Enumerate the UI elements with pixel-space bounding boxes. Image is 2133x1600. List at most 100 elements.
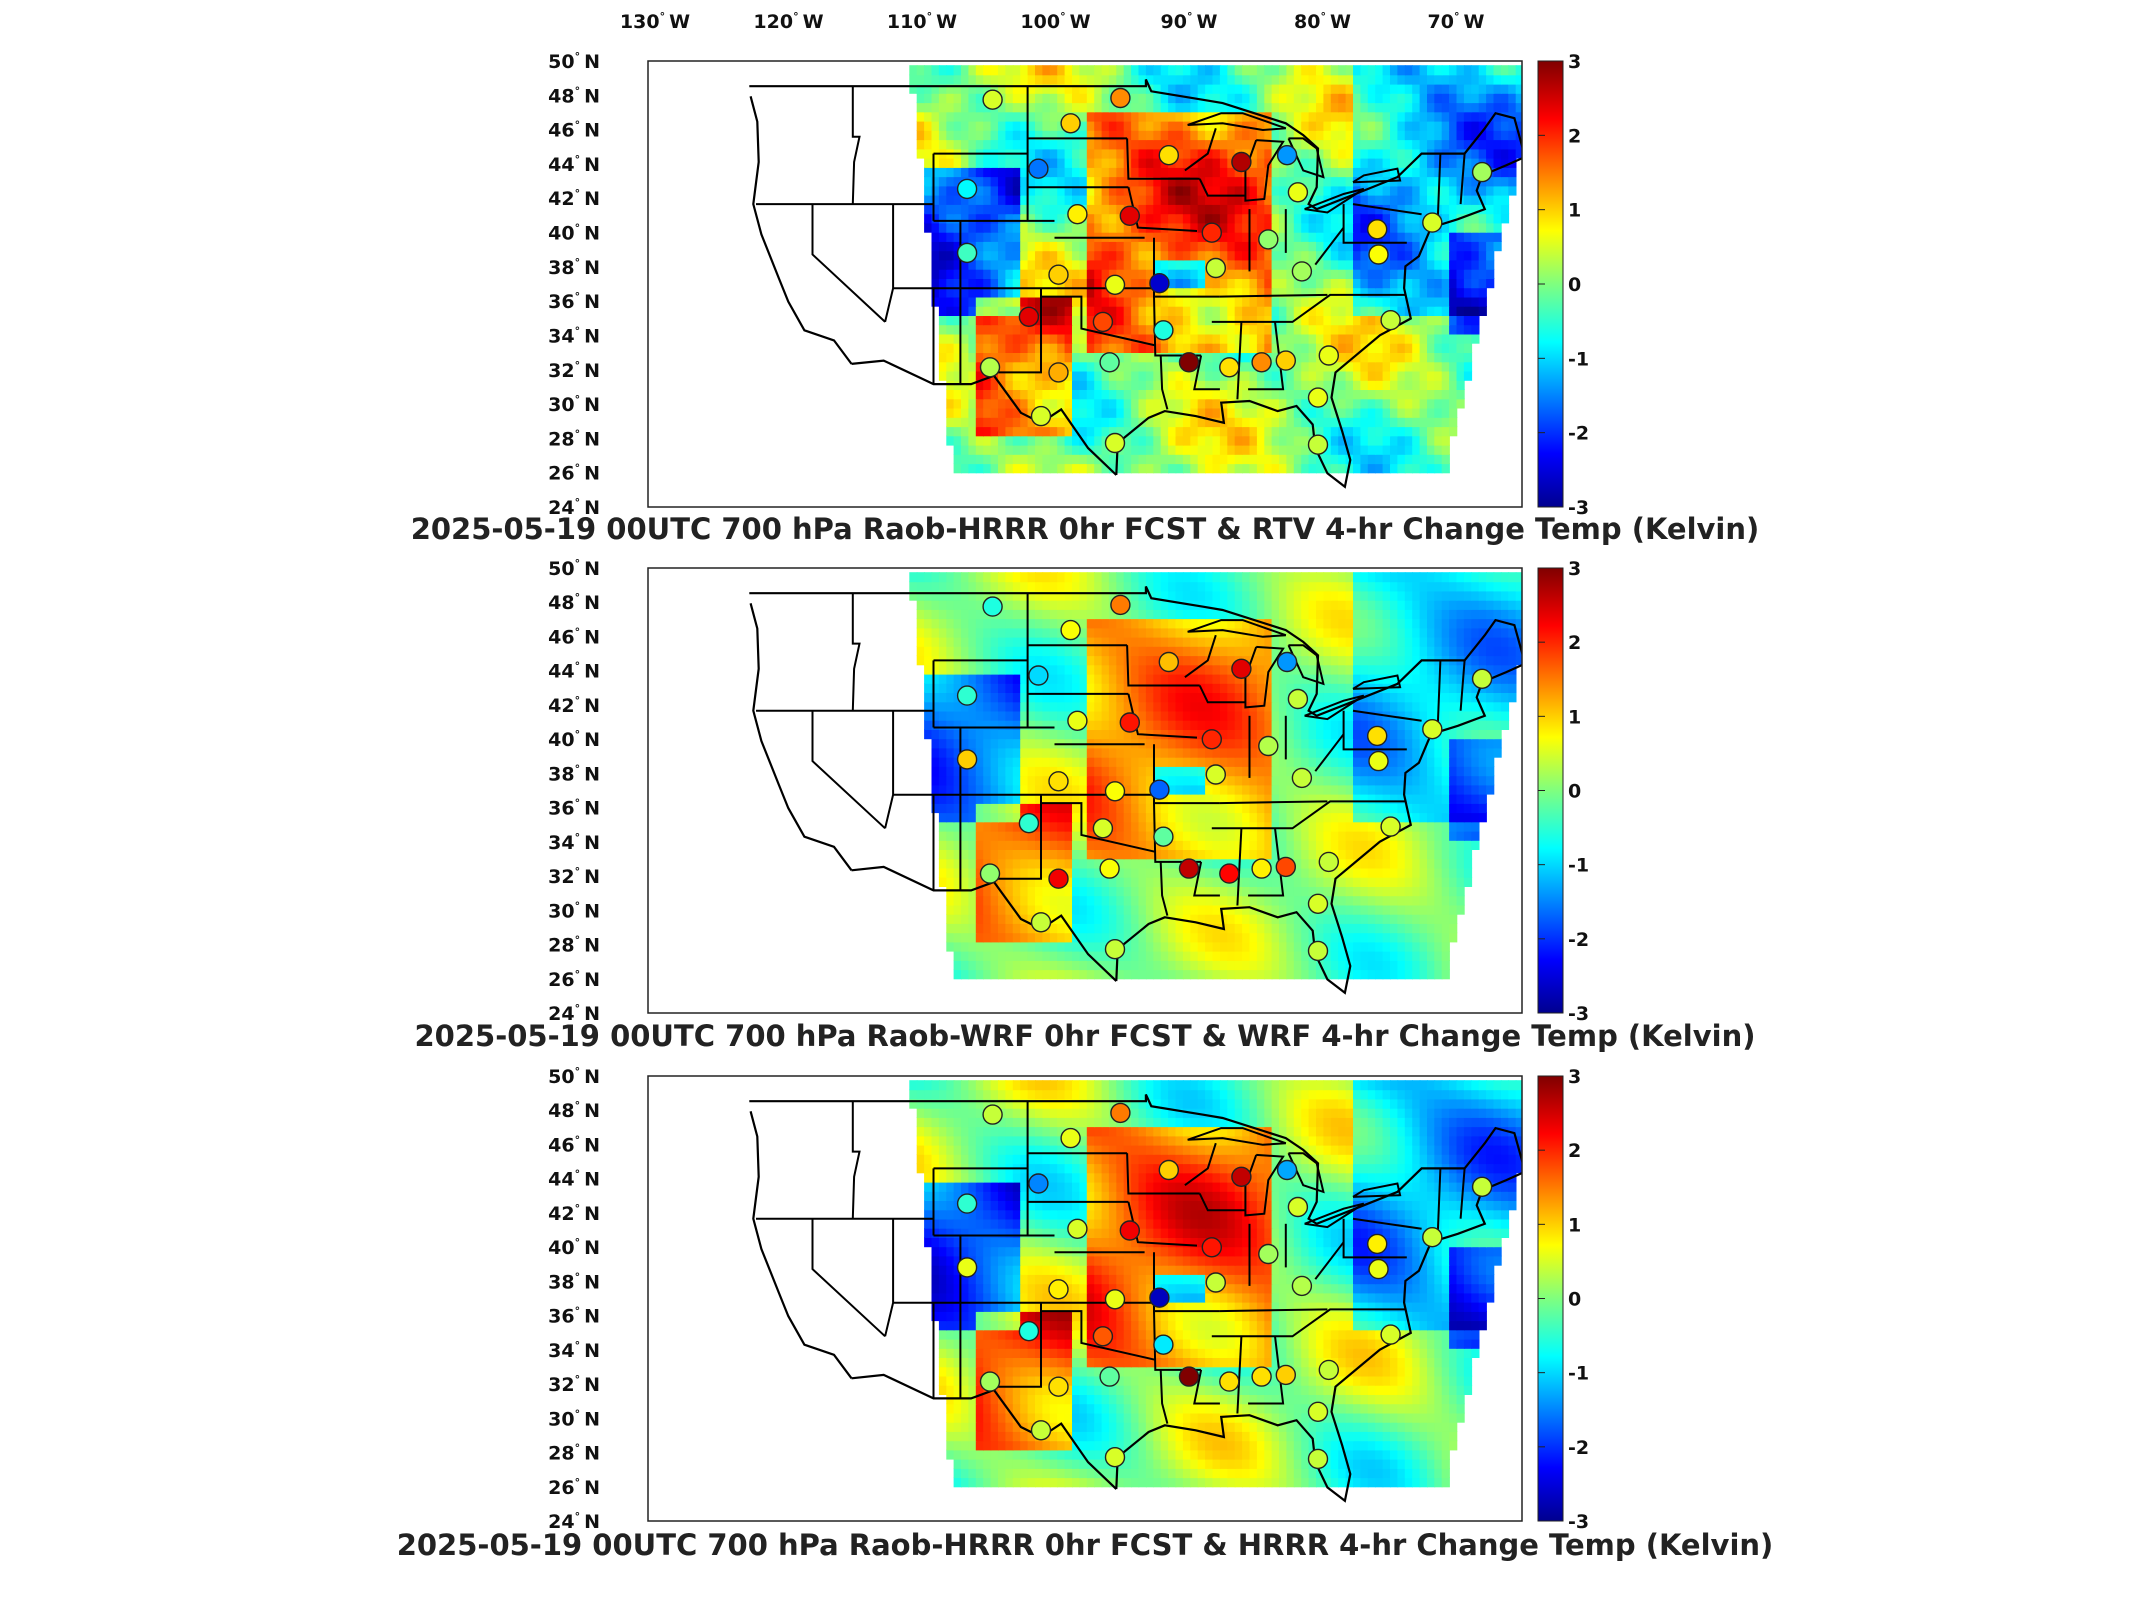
raob-station-marker [982,1104,1003,1125]
canada-border [749,79,1522,211]
raob-station-marker [1219,357,1240,378]
lat-tick-label: 26° N [548,968,600,991]
lat-tick-label: 28° N [548,427,600,450]
raob-station-marker [956,1257,978,1278]
state-boundary [1352,203,1422,216]
map-frame [647,1075,1523,1522]
raob-station-marker [1318,1359,1340,1381]
raob-station-marker [1471,161,1493,183]
state-boundary [1436,660,1442,728]
state-boundary [1127,693,1198,739]
lat-tick-label: 38° N [548,1270,600,1293]
raob-station-marker [1028,1173,1049,1194]
raob-station-marker [1368,244,1389,265]
great-lake-outline [1304,187,1365,214]
raob-stations [956,87,1493,455]
lat-tick-label: 48° N [548,591,600,614]
raob-station-marker [1380,1324,1401,1345]
state-boundary [1126,645,1200,687]
lat-tick-label: 40° N [548,728,600,751]
great-lake-outline [1304,694,1365,721]
raob-station-marker [1104,939,1126,960]
raob-station-marker [1258,229,1279,250]
lat-tick-label: 26° N [548,1476,600,1499]
state-boundary [811,1218,886,1338]
raob-station-marker [1158,1159,1180,1181]
raob-station-marker [1471,668,1493,689]
raob-station-marker [1030,405,1052,427]
raob-station-marker [1366,725,1388,747]
raob-station-marker [1104,781,1126,802]
raob-station-marker [1201,222,1223,243]
raob-station-marker [1291,1275,1313,1297]
raob-station-marker [1060,1127,1081,1149]
state-boundary [1198,178,1246,197]
raob-station-marker [1153,320,1174,341]
raob-station-marker [1219,1371,1240,1392]
state-boundary [992,288,1042,374]
state-boundary [1459,153,1466,205]
temperature-change-field [909,65,1522,474]
raob-station-marker [1380,816,1401,837]
state-boundary [1211,1308,1406,1338]
raob-station-marker [1276,1159,1298,1181]
raob-station-marker [1060,619,1081,641]
raob-station-marker [979,863,1001,884]
colorbar-tick-label: 1 [1568,1214,1581,1236]
great-lake-outline [1187,1127,1287,1146]
raob-station-marker [1368,1258,1389,1280]
raob-station-marker [979,1371,1001,1392]
raob-station-marker [1119,1220,1141,1241]
state-boundary [1198,685,1246,704]
raob-station-marker [1422,1226,1443,1248]
raob-station-marker [1149,1287,1170,1308]
state-boundary [1314,226,1345,266]
raob-station-marker [1067,1218,1088,1240]
lat-tick-label: 34° N [548,1339,600,1362]
colorbar-tick-label: 0 [1568,781,1581,803]
geography-lines [749,586,1522,995]
raob-station-marker [1205,764,1227,785]
state-boundary [1219,800,1328,805]
lat-tick-label: 44° N [548,1168,600,1191]
geography-lines [749,79,1522,489]
latitude-labels: 50° N 48° N 46° N 44° N 42° N 40° N 38° N 36° N 34° N 32° N… [548,1065,600,1533]
raob-station-marker [1307,434,1329,455]
map-panel-1: 50° N 48° N 46° N 44° N 42° N 40° N 38° N 36° N 34° N 32° N… [411,50,1760,546]
geography-lines [749,1094,1522,1503]
state-boundary [1159,355,1169,410]
raob-station-marker [1307,893,1329,914]
state-boundary [992,794,1042,880]
raob-station-marker [1178,1366,1200,1387]
state-boundary [1219,293,1328,298]
raob-station-marker [1258,735,1279,757]
raob-station-marker [1018,306,1040,327]
raob-station-marker [1422,212,1443,233]
colorbar-tick-label: -3 [1568,1003,1589,1025]
lat-tick-label: 34° N [548,325,600,348]
state-boundary [1248,321,1285,391]
east-gulf-coastline [1115,157,1522,489]
state-boundary [851,86,861,205]
lat-tick-label: 34° N [548,831,600,854]
great-lake-outline [1352,167,1402,184]
latitude-labels: 50° N 48° N 46° N 44° N 42° N 40° N 38° N 36° N 34° N 32° N… [548,50,600,519]
raob-station-marker [1178,858,1200,879]
raob-station-marker [1067,710,1088,731]
state-boundary [1219,1308,1328,1313]
raob-station-marker [1099,1366,1120,1387]
lat-tick-label: 42° N [548,1202,600,1225]
state-boundary [992,1302,1042,1388]
lat-tick-label: 46° N [548,119,600,142]
raob-station-marker [1048,1376,1069,1397]
lat-tick-label: 42° N [548,694,600,717]
great-lake-outline [1352,1182,1402,1198]
raob-station-marker [1099,352,1120,373]
state-boundary [1236,321,1243,400]
state-boundary [851,1101,861,1219]
longitude-labels: 130° W 120° W 110° W 100° W 90° W 80° W 70° W [620,10,1485,33]
lat-tick-label: 46° N [548,1134,600,1157]
raob-station-marker [1158,651,1180,673]
lat-tick-label: 28° N [548,1442,600,1465]
state-boundary [1436,1168,1442,1236]
